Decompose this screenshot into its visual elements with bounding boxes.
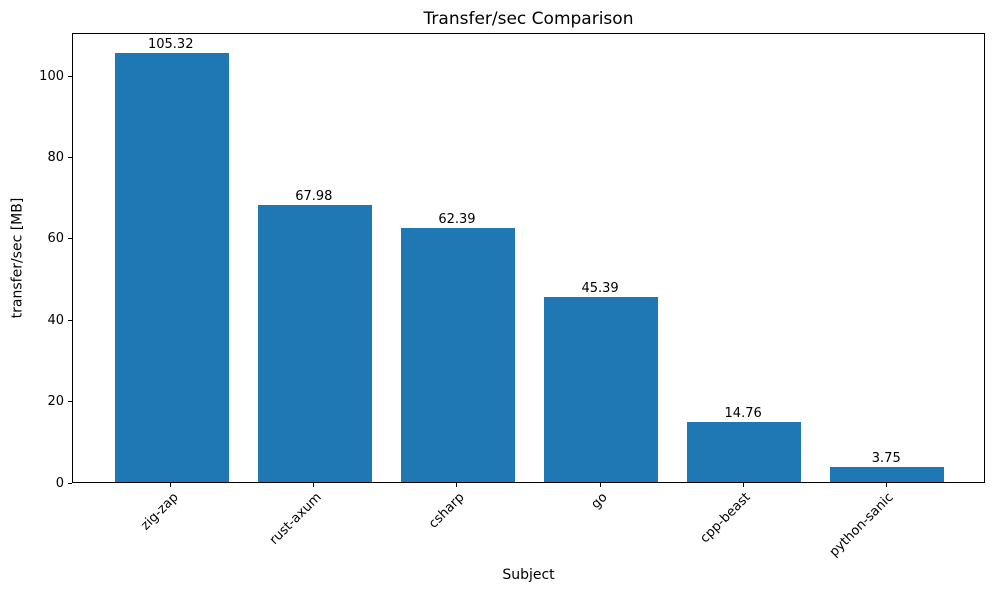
y-tick-label: 40 — [47, 312, 64, 328]
x-tick-label-python-sanic: python-sanic — [826, 490, 897, 560]
y-tick-mark — [68, 482, 72, 484]
x-tick-mark — [599, 483, 601, 487]
x-tick-mark — [456, 483, 458, 487]
x-tick-mark — [885, 483, 887, 487]
y-tick-mark — [68, 157, 72, 158]
bar-value-label: 14.76 — [724, 405, 762, 421]
x-tick-label-cpp-beast: cpp-beast — [697, 490, 754, 547]
x-tick-label-rust-axum: rust-axum — [266, 490, 325, 548]
y-tick-mark — [68, 75, 72, 77]
x-tick-label-zig-zap: zig-zap — [137, 490, 182, 534]
y-tick-label: 0 — [55, 475, 64, 491]
plot-area — [72, 33, 985, 483]
y-tick-label: 80 — [47, 150, 64, 165]
bar-value-label: 3.75 — [871, 450, 901, 466]
chart-title: Transfer/sec Comparison — [423, 9, 634, 29]
bar-csharp — [400, 228, 516, 482]
bar-value-label: 62.39 — [438, 212, 476, 228]
x-tick-mark — [170, 483, 172, 487]
bar-rust-axum — [257, 205, 373, 482]
bar-zig-zap — [114, 53, 229, 482]
bar-value-label: 45.39 — [581, 281, 619, 297]
x-axis-label: Subject — [502, 567, 555, 583]
bar-value-label: 67.98 — [295, 189, 333, 205]
bar-python-sanic — [830, 466, 945, 482]
x-tick-mark — [313, 483, 315, 487]
bar-cpp-beast — [686, 421, 802, 482]
y-axis-label-text: transfer/sec [MB] — [9, 197, 26, 319]
x-tick-label-go: go — [588, 490, 611, 513]
y-tick-mark — [68, 319, 72, 321]
y-tick-mark — [68, 238, 72, 240]
y-tick-mark — [68, 401, 72, 403]
x-tick-label-csharp: csharp — [426, 490, 468, 532]
bar-value-label: 105.32 — [147, 37, 194, 53]
y-tick-label: 60 — [47, 231, 64, 247]
x-tick-mark — [742, 483, 744, 487]
y-axis-label: transfer/sec [MB] — [6, 33, 28, 483]
y-tick-label: 20 — [47, 394, 64, 410]
y-tick-label: 100 — [39, 68, 64, 84]
bar-go — [543, 297, 659, 482]
